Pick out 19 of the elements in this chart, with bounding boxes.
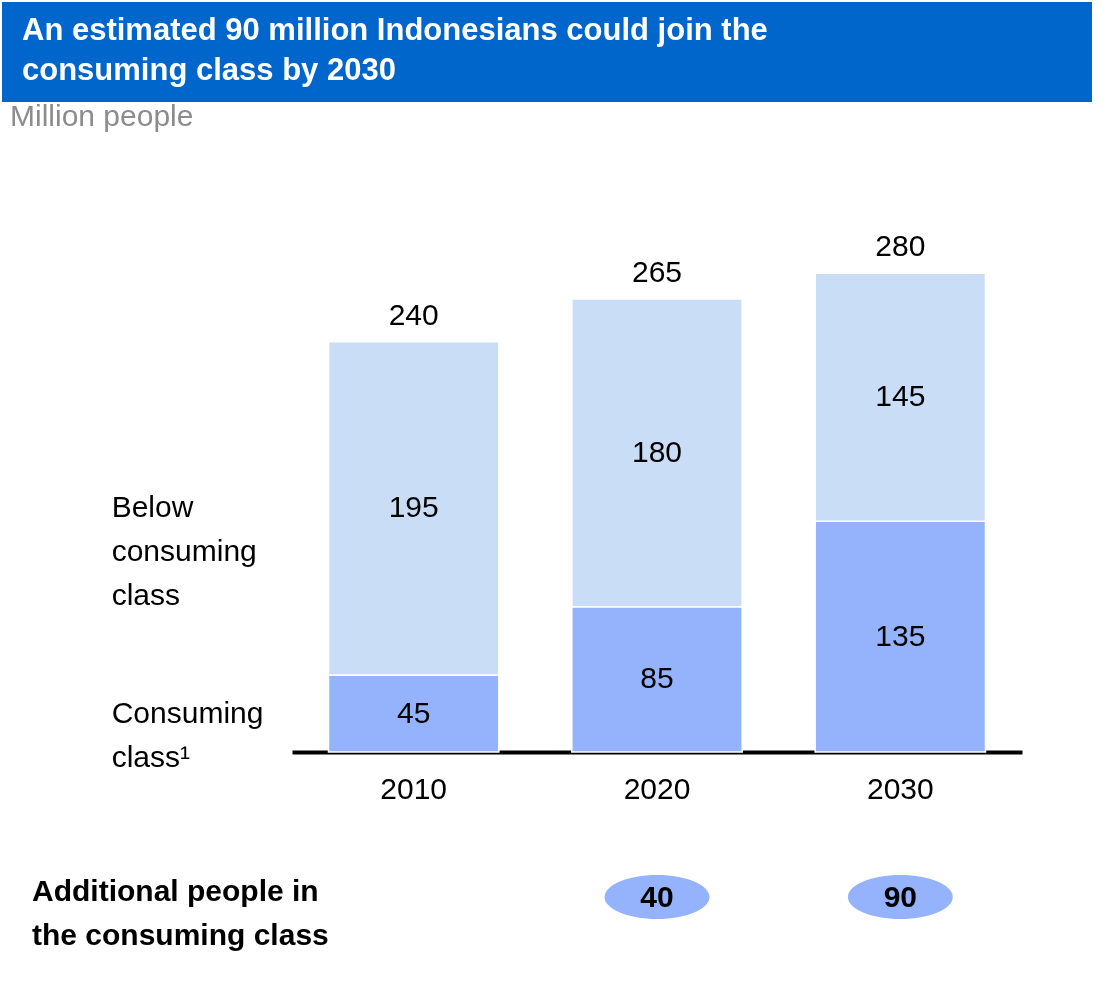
- data-label: 135: [875, 618, 926, 652]
- x-tick-label: 2020: [623, 771, 691, 805]
- chart-title: An estimated 90 million Indonesians could join the consuming class by 2030: [22, 12, 768, 87]
- x-tick-label: 2030: [866, 771, 934, 805]
- data-label: 45: [396, 695, 431, 729]
- text: Below consuming class: [111, 490, 257, 612]
- data-label: 145: [875, 379, 926, 413]
- total-label: 265: [631, 255, 683, 289]
- total-label: 240: [388, 297, 439, 331]
- data-label: 195: [388, 490, 439, 524]
- data-label: 85: [640, 661, 674, 695]
- total-label: 280: [875, 229, 926, 263]
- text: 90: [883, 880, 918, 913]
- data-label: 180: [631, 434, 683, 468]
- text: Additional people in the consuming class: [32, 874, 329, 951]
- text: Consuming class¹: [111, 695, 264, 773]
- chart-subtitle: Million people: [10, 99, 194, 132]
- x-tick-label: 2010: [380, 771, 448, 805]
- text: 40: [640, 880, 674, 913]
